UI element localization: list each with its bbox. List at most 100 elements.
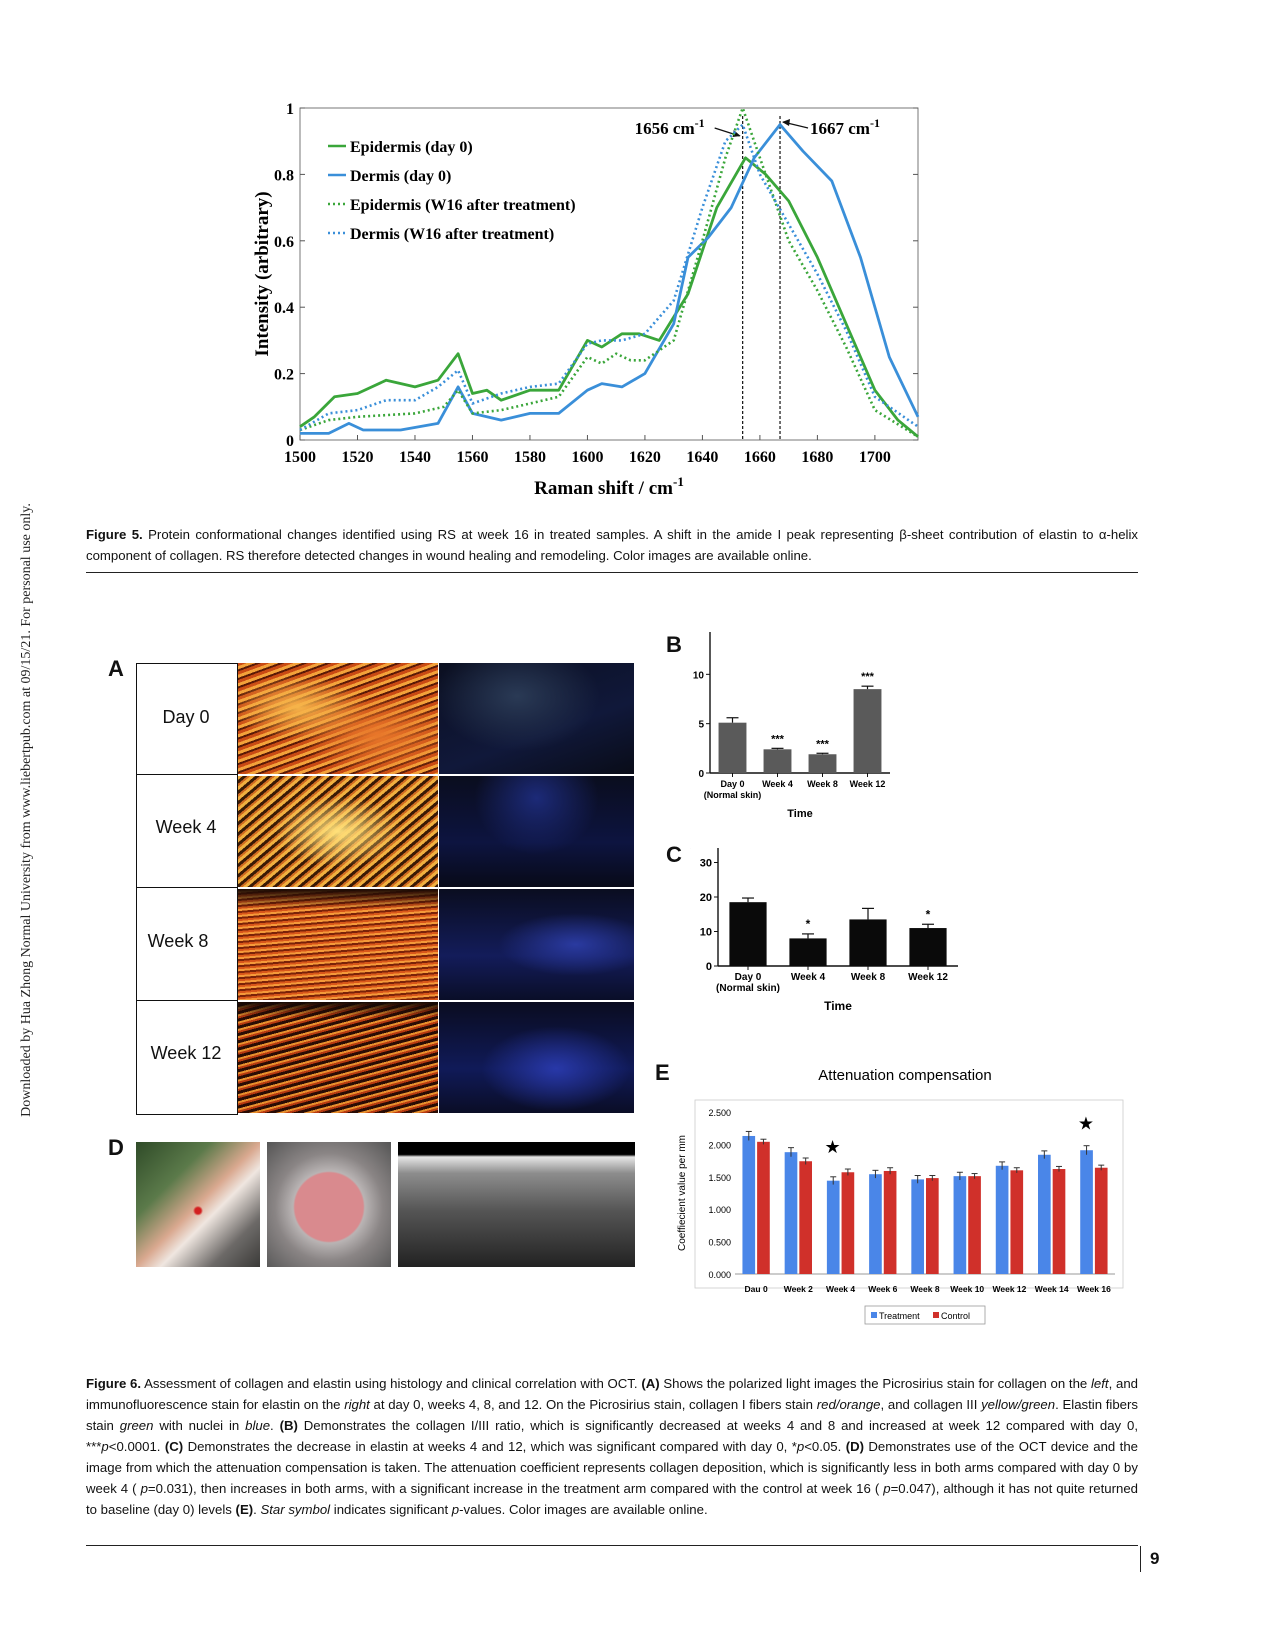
- picrosirius-image-week8: [238, 889, 438, 1000]
- series-line-2: [300, 123, 920, 435]
- x-tick-label: Week 8: [851, 972, 886, 983]
- x-tick-label: Week 14: [1035, 1284, 1069, 1294]
- row-label-week8: Week 8: [147, 931, 209, 951]
- bar: [718, 722, 747, 773]
- y-axis-label: Intensity (arbitrary): [252, 191, 273, 356]
- bar-control: [799, 1161, 812, 1274]
- x-tick-label: 1680: [801, 449, 833, 466]
- panel-b-collagen-ratio-chart: 051015Day 0(Normal skin)***Week 4***Week…: [693, 632, 890, 820]
- caption-text-run: <0.05.: [804, 1439, 846, 1454]
- significance-star: ★: [1078, 1114, 1094, 1134]
- x-tick-label: Week 16: [1077, 1284, 1111, 1294]
- peak-annotation-sup: -1: [870, 116, 880, 130]
- bar-control: [841, 1172, 855, 1274]
- bar-control: [883, 1170, 897, 1274]
- x-tick-label: Week 12: [908, 972, 948, 983]
- oct-device-photo: [136, 1142, 260, 1267]
- caption-text-run: Assessment of collagen and elastin using…: [144, 1376, 642, 1391]
- bar-control: [1010, 1170, 1024, 1274]
- y-tick-label: 1.500: [708, 1173, 731, 1183]
- bar-treatment: [826, 1180, 840, 1274]
- bar: [763, 749, 792, 773]
- x-tick-label: Week 12: [993, 1284, 1027, 1294]
- row-divider: [136, 1000, 237, 1001]
- chart-title: Attenuation compensation: [818, 1067, 991, 1084]
- x-tick-label: 1540: [399, 449, 431, 466]
- x-tick-label: Week 8: [807, 779, 838, 789]
- bar-treatment: [911, 1179, 924, 1274]
- bar-control: [926, 1178, 939, 1274]
- bar: [789, 938, 827, 966]
- x-tick-label: 1620: [629, 449, 661, 466]
- row-divider: [136, 774, 237, 775]
- bar-treatment: [869, 1174, 882, 1274]
- caption-italic: p: [796, 1439, 805, 1454]
- y-tick-label: 30: [700, 858, 712, 870]
- caption-italic: blue: [245, 1418, 271, 1433]
- legend-entry: Epidermis (W16 after treatment): [350, 197, 576, 214]
- row-divider: [136, 887, 237, 888]
- bar-treatment: [995, 1165, 1009, 1274]
- x-tick-sublabel: (Normal skin): [716, 983, 780, 994]
- bar-control: [1094, 1167, 1108, 1274]
- x-tick-label: Week 2: [784, 1284, 813, 1294]
- panel-a-letter: A: [108, 656, 124, 681]
- x-tick-sublabel: (Normal skin): [704, 790, 762, 800]
- panel-b-letter: B: [666, 632, 682, 657]
- x-tick-label: 1600: [571, 449, 603, 466]
- bar: [849, 919, 887, 966]
- bar-control: [1052, 1169, 1066, 1274]
- y-tick-label: 0.8: [274, 167, 294, 184]
- significance-marker: ***: [816, 738, 830, 750]
- caption-italic: p: [883, 1481, 891, 1496]
- caption-text-run: Shows the polarized light images the Pic…: [659, 1376, 1091, 1391]
- bar-control: [757, 1141, 770, 1274]
- significance-marker: *: [806, 917, 811, 931]
- legend-entry: Treatment: [879, 1311, 920, 1321]
- x-tick-label: Week 10: [950, 1284, 984, 1294]
- caption-text-run: <0.0001.: [108, 1439, 165, 1454]
- elastin-image-day0: [439, 663, 634, 774]
- caption-text-run: -values. Color images are available onli…: [459, 1502, 708, 1517]
- page-number-divider: [1140, 1546, 1141, 1572]
- caption-text-run: Demonstrates the decrease in elastin at …: [183, 1439, 797, 1454]
- peak-annotation: 1656 cm-1: [635, 116, 705, 138]
- panel-c-letter: C: [666, 842, 682, 867]
- y-tick-label: 1.000: [708, 1205, 731, 1215]
- series-line-1: [299, 156, 919, 438]
- series-line-4: [299, 123, 919, 432]
- figure5-caption-text: Protein conformational changes identifie…: [86, 527, 1138, 563]
- legend-box: [864, 1305, 986, 1325]
- peak-annotation-sup: -1: [695, 116, 705, 130]
- oct-scan-image: [398, 1142, 635, 1267]
- download-notice-text: Downloaded by Hua Zhong Normal Universit…: [19, 503, 34, 1117]
- panel-a-label-column: [136, 663, 238, 1115]
- bar-treatment: [1038, 1154, 1051, 1274]
- caption-text-run: , and collagen III: [880, 1397, 982, 1412]
- x-axis-label: Time: [824, 999, 852, 1013]
- caption-text-run: with nuclei in: [153, 1418, 246, 1433]
- caption-text-run: , and immunofluorescence stain for elast…: [86, 1376, 1138, 1412]
- significance-marker: *: [926, 907, 931, 921]
- caption-italic: red/orange: [816, 1397, 881, 1412]
- caption-italic: yellow/green: [981, 1397, 1056, 1412]
- caption-text-run: .: [270, 1418, 280, 1433]
- x-axis-label: Raman shift / cm-1: [534, 474, 684, 499]
- figure5-raman-chart: 1500 1520 1540 1560 1580 1600 1620 1640 1660 1680…: [252, 101, 920, 499]
- picrosirius-image-day0: [238, 663, 438, 774]
- caption-italic: p: [140, 1481, 148, 1496]
- oct-skin-image: [267, 1142, 391, 1267]
- y-tick-label: 1: [286, 101, 294, 118]
- bar-treatment: [953, 1176, 967, 1274]
- x-axis-label-sup: -1: [673, 474, 684, 489]
- caption-panel-ref: (A): [641, 1376, 660, 1391]
- x-tick-label: Week 4: [826, 1284, 855, 1294]
- caption-italic: Star symbol: [260, 1502, 331, 1517]
- bar-treatment: [1080, 1150, 1093, 1274]
- x-tick-label: 1660: [744, 449, 776, 466]
- caption-italic: p: [101, 1439, 109, 1454]
- y-tick-label: 10: [693, 670, 705, 681]
- caption-italic: green: [119, 1418, 154, 1433]
- y-tick-label: 0.6: [274, 234, 294, 251]
- row-label-week4: Week 4: [155, 817, 217, 837]
